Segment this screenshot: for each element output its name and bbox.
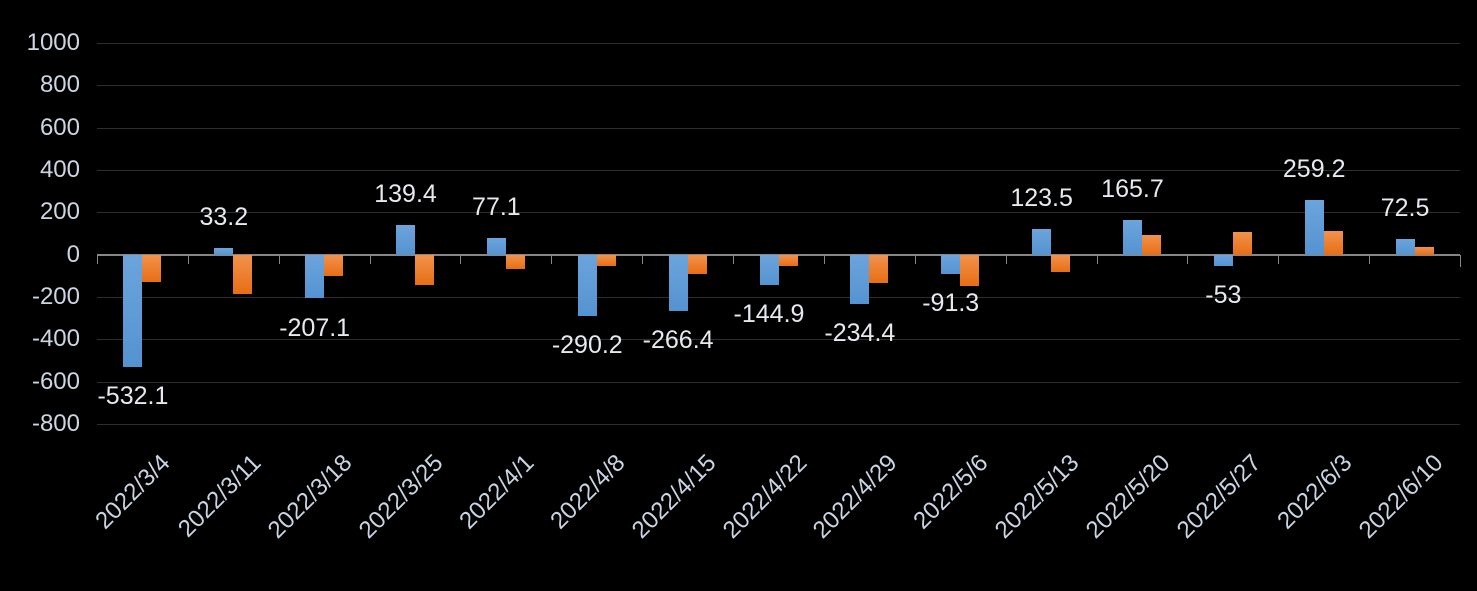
bar-orange xyxy=(505,254,525,270)
data-label: -290.2 xyxy=(551,331,623,360)
bar-blue xyxy=(577,254,597,317)
data-label: -53 xyxy=(1205,280,1242,309)
bar-orange xyxy=(1051,254,1071,272)
y-gridline xyxy=(97,85,1460,87)
y-axis-tick-label: 1000 xyxy=(26,29,80,56)
bar-blue xyxy=(1304,199,1324,255)
bar-blue xyxy=(941,254,961,274)
y-gridline xyxy=(97,212,1460,214)
x-axis-tick xyxy=(187,254,189,264)
data-label: -207.1 xyxy=(279,313,351,342)
bar-blue xyxy=(486,238,506,255)
bar-orange xyxy=(1141,234,1161,255)
x-axis-tick xyxy=(1278,254,1280,264)
data-label: -91.3 xyxy=(922,288,980,317)
y-axis-tick-label: 600 xyxy=(39,113,80,141)
bar-blue xyxy=(214,247,234,255)
y-gridline xyxy=(97,339,1460,341)
x-axis-tick xyxy=(1460,254,1461,267)
y-axis-tick-label: -400 xyxy=(31,325,80,353)
x-axis-tick xyxy=(914,254,916,264)
data-label: 123.5 xyxy=(1010,183,1073,212)
y-gridline xyxy=(97,170,1460,171)
y-axis-tick-label: 400 xyxy=(39,156,80,183)
x-axis-tick xyxy=(1369,254,1371,264)
bar-blue xyxy=(1032,228,1052,255)
x-axis-tick xyxy=(823,254,825,264)
data-label: 72.5 xyxy=(1380,194,1430,223)
bar-orange xyxy=(869,254,889,284)
y-axis-tick-label: -600 xyxy=(31,367,80,395)
y-axis-tick-label: 200 xyxy=(39,198,80,226)
data-label: -234.4 xyxy=(824,319,896,348)
bar-orange xyxy=(596,254,616,267)
data-label: 165.7 xyxy=(1101,174,1164,203)
x-axis-tick xyxy=(551,254,553,264)
data-label: 33.2 xyxy=(199,202,249,231)
data-label: 139.4 xyxy=(374,180,437,209)
x-axis-tick xyxy=(369,254,371,264)
bar-blue xyxy=(1213,254,1233,266)
y-axis-tick-label: -800 xyxy=(31,410,80,437)
x-axis-tick xyxy=(278,254,280,264)
bar-blue xyxy=(1395,239,1415,255)
data-label: -266.4 xyxy=(642,326,714,355)
y-gridline xyxy=(97,381,1460,383)
bar-blue xyxy=(759,254,779,286)
y-gridline xyxy=(97,424,1460,425)
bar-orange xyxy=(960,254,980,287)
bar-orange xyxy=(233,254,253,294)
x-axis-tick xyxy=(1187,254,1189,264)
bar-orange xyxy=(142,254,162,283)
bar-blue xyxy=(396,225,416,255)
x-axis-tick xyxy=(460,254,462,264)
bar-orange xyxy=(1414,247,1434,255)
bar-blue xyxy=(850,254,870,305)
bar-blue xyxy=(305,254,325,299)
x-axis-tick xyxy=(1096,254,1098,264)
x-axis-category-label: 2022/6/10 xyxy=(1353,449,1448,544)
bar-orange xyxy=(778,254,798,267)
y-axis-tick-label: 0 xyxy=(66,240,80,268)
x-axis-tick xyxy=(97,254,98,264)
bar-blue xyxy=(668,254,688,312)
bar-orange xyxy=(1323,231,1343,255)
bar-orange xyxy=(415,254,435,286)
y-axis-tick-label: 800 xyxy=(39,71,80,99)
y-gridline xyxy=(97,297,1460,298)
x-axis-tick xyxy=(1005,254,1007,264)
y-axis-tick-label: -200 xyxy=(31,283,80,310)
data-label: -144.9 xyxy=(733,300,805,329)
bar-orange xyxy=(687,254,707,274)
x-axis-tick xyxy=(642,254,644,264)
bar-blue xyxy=(123,254,143,368)
y-gridline xyxy=(97,43,1460,44)
x-axis-tick xyxy=(733,254,735,264)
bar-orange xyxy=(1232,232,1252,255)
bar-blue xyxy=(1122,219,1142,255)
data-label: 77.1 xyxy=(472,193,521,222)
y-gridline xyxy=(97,127,1460,129)
bar-orange xyxy=(324,254,344,276)
data-label: -532.1 xyxy=(97,382,169,411)
data-label: 259.2 xyxy=(1282,154,1346,183)
